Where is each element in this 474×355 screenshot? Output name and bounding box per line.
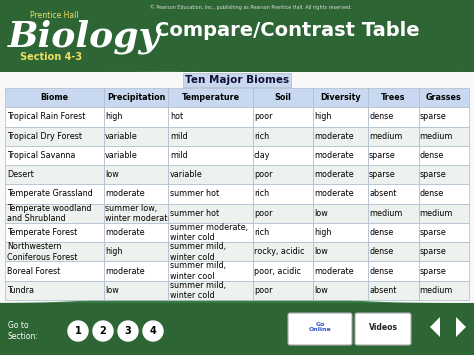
Text: 1: 1 [74,326,82,336]
Text: 3: 3 [125,326,131,336]
Polygon shape [0,52,474,112]
Polygon shape [0,0,474,72]
Text: Compare/Contrast Table: Compare/Contrast Table [155,22,419,40]
Bar [0,0,474,70]
Text: © Pearson Education, Inc., publishing as Pearson Prentice Hall. All rights reser: © Pearson Education, Inc., publishing as… [150,4,352,10]
Text: Section 4-3: Section 4-3 [20,52,82,62]
FancyBboxPatch shape [288,313,352,345]
Text: Biology: Biology [8,20,161,54]
Circle shape [143,321,163,341]
Text: Prentice Hall: Prentice Hall [30,11,79,20]
Polygon shape [456,317,466,337]
Polygon shape [0,287,474,303]
Text: 4: 4 [150,326,156,336]
Polygon shape [430,317,440,337]
Circle shape [68,321,88,341]
Circle shape [118,321,138,341]
Text: Go to
Section:: Go to Section: [8,321,39,341]
Bar [0,65,474,305]
Text: Ten Major Biomes: Ten Major Biomes [185,75,289,85]
Bar [0,47,474,355]
FancyBboxPatch shape [355,313,411,345]
Text: Videos: Videos [368,322,398,332]
Text: Go
Online: Go Online [309,322,331,332]
Text: 2: 2 [100,326,106,336]
Circle shape [93,321,113,341]
Bar [0,303,474,355]
